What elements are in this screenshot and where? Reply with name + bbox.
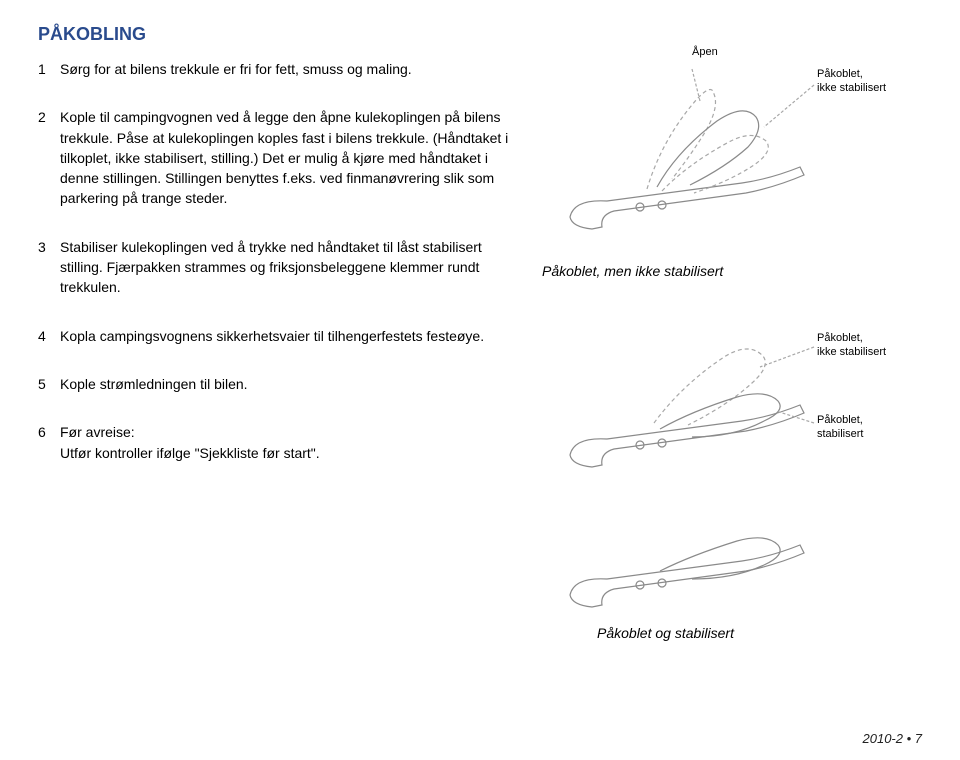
coupling-diagram-bottom-icon — [542, 515, 902, 635]
figure-bottom: Påkoblet og stabilisert — [542, 515, 902, 655]
item-number: 1 — [38, 59, 60, 79]
item-text: Kople strømledningen til bilen. — [60, 374, 518, 394]
instructions-column: 1 Sørg for at bilens trekkule er fri for… — [38, 59, 518, 655]
item-text: Stabiliser kulekoplingen ved å trykke ne… — [60, 237, 518, 298]
item-number: 6 — [38, 422, 60, 463]
label-apen: Åpen — [692, 45, 718, 59]
item-text: Sørg for at bilens trekkule er fri for f… — [60, 59, 518, 79]
item-text: Kopla campingsvognens sikkerhetsvaier ti… — [60, 326, 518, 346]
item-number: 3 — [38, 237, 60, 298]
caption-mid: Påkoblet, men ikke stabilisert — [542, 263, 723, 279]
figure-column: Åpen Påkoblet, ikke stabilisert — [542, 59, 902, 655]
label-not-stabilised: Påkoblet, ikke stabilisert — [817, 67, 886, 96]
instruction-item: 1 Sørg for at bilens trekkule er fri for… — [38, 59, 518, 79]
caption-bottom: Påkoblet og stabilisert — [597, 625, 734, 641]
item-number: 5 — [38, 374, 60, 394]
label-stabilised: Påkoblet, stabilisert — [817, 413, 863, 442]
item-number: 2 — [38, 107, 60, 208]
page-title: PÅKOBLING — [38, 24, 922, 45]
figure-top: Åpen Påkoblet, ikke stabilisert — [542, 59, 902, 279]
instruction-item: 4 Kopla campingsvognens sikkerhetsvaier … — [38, 326, 518, 346]
item-number: 4 — [38, 326, 60, 346]
instruction-item: 2 Kople til campingvognen ved å legge de… — [38, 107, 518, 208]
item-text: Før avreise: Utfør kontroller ifølge "Sj… — [60, 422, 518, 463]
instruction-item: 6 Før avreise: Utfør kontroller ifølge "… — [38, 422, 518, 463]
instruction-item: 5 Kople strømledningen til bilen. — [38, 374, 518, 394]
page-footer: 2010-2 • 7 — [863, 731, 922, 746]
item-text: Kople til campingvognen ved å legge den … — [60, 107, 518, 208]
figure-mid: Påkoblet, ikke stabilisert Påkoblet, sta… — [542, 307, 902, 507]
instruction-item: 3 Stabiliser kulekoplingen ved å trykke … — [38, 237, 518, 298]
label-not-stabilised-2: Påkoblet, ikke stabilisert — [817, 331, 886, 360]
